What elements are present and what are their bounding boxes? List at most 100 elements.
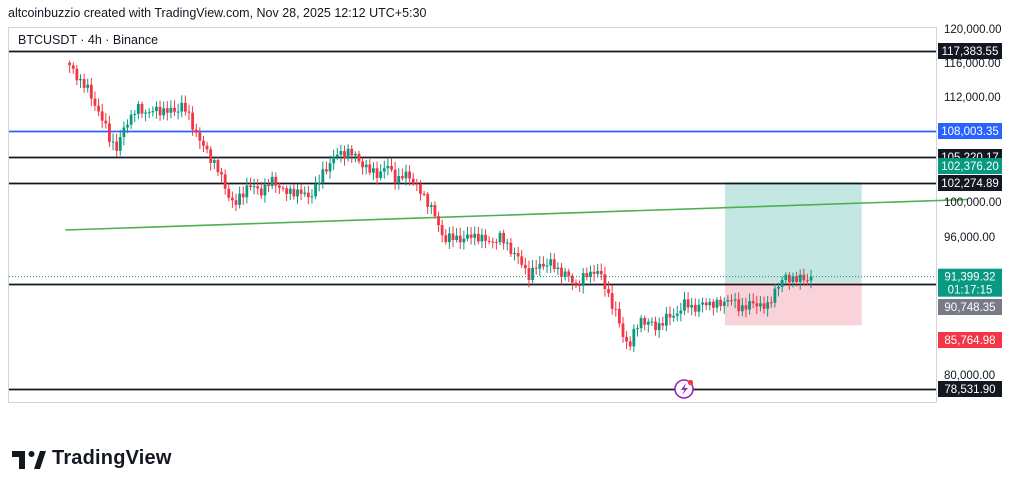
candle-body (426, 194, 430, 207)
candle (151, 106, 155, 117)
candle (234, 193, 238, 212)
price-chart[interactable]: 120,000.00 116,000.00 112,000.00 100,000.00… (0, 0, 1024, 410)
candle-body (93, 98, 97, 106)
candle-body (194, 129, 198, 133)
target-price-tag-bg (938, 158, 1002, 174)
candle (68, 60, 72, 73)
chart-pane[interactable] (8, 27, 937, 403)
last-price-tag-bg (938, 268, 1002, 297)
candle (563, 267, 567, 281)
candle-body (419, 184, 422, 194)
candle-body (578, 284, 581, 286)
candle (502, 229, 506, 250)
candle (469, 226, 473, 245)
candle-body (484, 234, 487, 241)
candle (690, 297, 694, 316)
candle (628, 336, 632, 351)
candle-body (375, 168, 379, 178)
candle (437, 211, 440, 233)
candle (726, 295, 730, 307)
candle (108, 115, 111, 147)
candle-body (82, 79, 86, 88)
candle-body (281, 187, 285, 189)
candle-body (173, 107, 176, 112)
candle (306, 185, 310, 205)
candle-body (542, 263, 545, 267)
candle-body (802, 274, 806, 281)
candle (191, 106, 195, 136)
line-price-tag-3-bg (938, 175, 1002, 191)
last-price-tag-countdown: 01:17:15 (948, 285, 993, 297)
candle (361, 157, 364, 175)
candle-body (451, 233, 455, 240)
candle (751, 293, 755, 309)
candle-body (404, 171, 408, 179)
candle (762, 296, 766, 314)
candle (491, 237, 495, 249)
candle-body (306, 192, 310, 198)
candle (798, 269, 802, 290)
candle-body (664, 313, 668, 326)
candle-body (567, 271, 571, 276)
candle (484, 229, 487, 249)
candle (447, 226, 451, 249)
candle (549, 252, 553, 273)
candle-body (296, 189, 299, 197)
candle (270, 171, 274, 190)
trend-line-group (65, 198, 969, 231)
candle-body (740, 305, 744, 312)
candle-body (643, 318, 647, 325)
candle (126, 119, 129, 133)
candle-body (335, 154, 339, 158)
candle-body (216, 160, 220, 173)
candle (328, 155, 332, 179)
candle (683, 291, 686, 316)
candle-body (386, 165, 390, 169)
candle (636, 324, 639, 337)
candle-body (686, 299, 690, 308)
candle-body (549, 259, 553, 266)
flash-icon[interactable] (674, 379, 694, 399)
candle-body (68, 62, 72, 66)
candle (252, 178, 256, 195)
candle-body (263, 184, 267, 196)
candle (339, 144, 343, 163)
candle-body (701, 302, 704, 305)
candle-body (209, 149, 213, 163)
candle-body (191, 112, 195, 130)
tradingview-logo[interactable]: TradingView (12, 447, 172, 470)
candle (335, 147, 339, 160)
candle (267, 178, 270, 193)
candle (712, 299, 715, 316)
candle (71, 62, 75, 74)
candle (93, 91, 97, 111)
candle (581, 268, 585, 294)
candle (118, 129, 122, 156)
candle-body (314, 184, 317, 197)
candle-body (104, 120, 108, 124)
candle-body (292, 188, 296, 197)
line-price-tag-5-bg (938, 381, 1002, 397)
candle-body (165, 108, 169, 113)
entry-price-tag: 90,748.35 (938, 299, 1002, 315)
candle-body (560, 267, 563, 277)
candle-body (636, 328, 639, 330)
candle (809, 269, 813, 289)
candle (104, 113, 108, 129)
candle (513, 247, 516, 261)
tradingview-wordmark: TradingView (52, 447, 172, 469)
candle (495, 238, 498, 250)
candle-body (79, 79, 82, 81)
candle-body (390, 165, 393, 170)
candle-body (368, 164, 372, 173)
candle-body (310, 196, 314, 198)
candle-body (108, 123, 111, 142)
position-zones (724, 182, 862, 326)
candle-body (672, 315, 676, 318)
candle (664, 306, 668, 332)
candle (444, 229, 448, 245)
candle (86, 78, 90, 93)
candle-body (462, 238, 466, 243)
candle-body (737, 299, 741, 312)
candle-body (256, 186, 260, 189)
